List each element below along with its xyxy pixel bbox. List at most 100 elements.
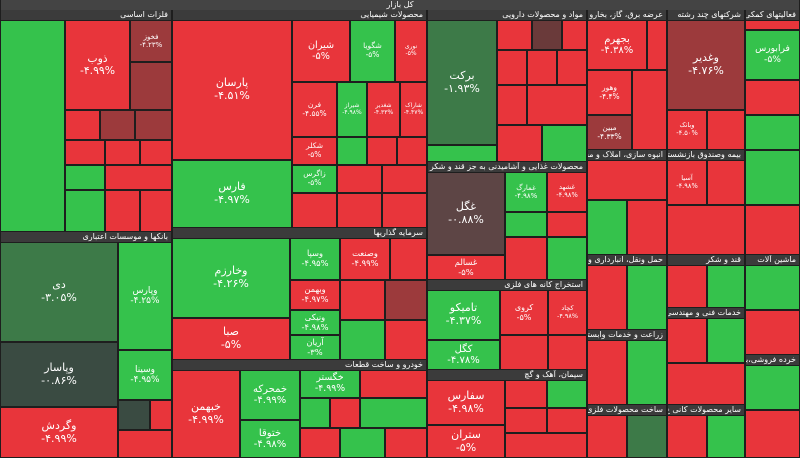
- sector-title: قند و شکر: [667, 255, 745, 265]
- tile: [562, 20, 587, 50]
- stock-change: -۵%: [365, 50, 380, 59]
- tile: [707, 160, 745, 205]
- stock-tile: غشهد -۴.۹۸%: [547, 172, 587, 212]
- stock-change: -۵%: [307, 150, 322, 159]
- stock-tile: ختوقا -۴.۹۸%: [240, 420, 300, 458]
- stock-tile: وصنعت -۴.۹۹%: [340, 238, 390, 280]
- stock-change: -۵%: [764, 54, 781, 65]
- stock-change: -۴.۲۳%: [139, 41, 163, 49]
- stock-symbol: کروی: [514, 303, 534, 313]
- sector-title: خدمات فنی و مهندسی: [667, 308, 745, 318]
- stock-symbol: شیراز: [344, 101, 360, 109]
- tile: [65, 110, 100, 140]
- sector-title: عرضه برق، گاز، بخارو: [587, 10, 667, 20]
- stock-tile: برکت -۱.۹۳%: [427, 20, 497, 145]
- stock-tile: آریان -۳%: [290, 335, 340, 360]
- stock-change: -۴.۳۸%: [600, 45, 634, 56]
- stock-change: -۱.۹۳%: [444, 81, 480, 95]
- tile: [542, 125, 587, 162]
- stock-tile: وبهمن -۴.۹۷%: [290, 280, 340, 310]
- stock-change: -۴.۴%: [599, 91, 620, 101]
- stock-change: -۴.۲۵%: [130, 296, 160, 306]
- stock-symbol: زاگرس: [303, 169, 326, 179]
- stock-tile: دی -۳.۰۵%: [0, 242, 118, 342]
- stock-change: -۴.۹۹%: [41, 431, 77, 445]
- stock-change: -۴.۹۹%: [314, 383, 346, 394]
- stock-symbol: وخارزم: [214, 264, 248, 278]
- tile: [0, 20, 65, 232]
- stock-symbol: فرن: [307, 99, 322, 109]
- stock-tile: ونیکی -۴.۹۸%: [290, 310, 340, 335]
- stock-change: -۴.۹۹%: [253, 395, 287, 406]
- tile: [105, 140, 140, 165]
- tile: [330, 398, 360, 428]
- tile: [587, 160, 667, 200]
- stock-tile: شیراز -۴.۹۸%: [337, 82, 367, 137]
- stock-tile: وبانک -۴.۵۰%: [667, 110, 707, 150]
- stock-symbol: وبهمن: [304, 284, 326, 295]
- stock-tile: خمحرکه -۴.۹۹%: [240, 370, 300, 420]
- sector-title: محصولات غذایی و آشامیدنی به جز قند و شکر: [427, 162, 587, 172]
- sector-title: بانکها و موسسات اعتباری: [0, 232, 172, 242]
- tile: [532, 20, 562, 50]
- stock-tile: وپارس -۴.۲۵%: [118, 242, 172, 350]
- tile: [745, 80, 800, 115]
- tile: [745, 115, 800, 150]
- tile: [140, 190, 172, 232]
- tile: [360, 370, 427, 398]
- stock-tile: خبهمن -۴.۹۹%: [172, 370, 240, 458]
- tile: [385, 280, 427, 320]
- stock-symbol: مبین: [602, 122, 617, 132]
- tile: [707, 265, 745, 308]
- stock-symbol: ستران: [451, 427, 481, 441]
- stock-symbol: برکت: [449, 68, 475, 82]
- sector-title: ساخت محصولات فلزی: [587, 405, 667, 415]
- stock-symbol: وسینا: [134, 364, 156, 375]
- tile: [667, 318, 707, 363]
- stock-change: -۰.۸۶%: [41, 373, 77, 387]
- stock-tile: ذوب -۴.۹۹%: [65, 20, 130, 110]
- stock-change: -۴.۷۸%: [447, 355, 480, 366]
- sector-title: سایر محصولات کانی غ: [667, 405, 745, 415]
- stock-symbol: شاراک: [405, 101, 422, 109]
- stock-symbol: وسپا: [306, 248, 324, 259]
- tile: [745, 265, 800, 310]
- sector-title: سیمان، آهک و گچ: [427, 370, 587, 380]
- stock-tile: سفارس -۴.۹۸%: [427, 380, 505, 425]
- tile: [745, 410, 800, 458]
- tile: [627, 265, 667, 330]
- stock-tile: شغدیر -۴.۳۳%: [367, 82, 400, 137]
- tile: [340, 428, 385, 458]
- sector-title: زراعت و خدمات وابسته: [587, 330, 667, 340]
- tile: [587, 340, 627, 405]
- stock-change: -۴.۹۸%: [448, 401, 484, 415]
- tile: [340, 280, 385, 320]
- stock-symbol: نوری: [404, 43, 418, 51]
- tile: [627, 415, 667, 458]
- stock-change: -۴.۷۶%: [688, 64, 724, 77]
- sector-title: حمل ونقل، انبارداری و: [587, 255, 667, 265]
- tile: [65, 190, 105, 232]
- stock-symbol: آسیا: [681, 173, 693, 182]
- stock-tile: ستران -۵%: [427, 425, 505, 458]
- sector-title: فعالیتهای کمکی به: [745, 10, 800, 20]
- tile: [587, 415, 627, 458]
- stock-symbol: کگل: [454, 343, 473, 355]
- tile: [118, 430, 172, 458]
- tile: [100, 110, 135, 140]
- stock-change: -۵%: [516, 312, 532, 322]
- tile: [360, 398, 427, 428]
- stock-symbol: شیران: [307, 39, 335, 51]
- tile: [497, 50, 527, 85]
- stock-change: -۴.۹۸%: [514, 192, 538, 200]
- tile: [150, 400, 172, 430]
- tile: [505, 212, 547, 237]
- stock-change: -۴.۴۷%: [403, 108, 424, 116]
- stock-change: -۵%: [405, 50, 417, 57]
- tile: [667, 205, 745, 255]
- stock-tile: شکلر -۵%: [292, 137, 337, 165]
- stock-change: -۴.۳۷%: [445, 314, 482, 327]
- stock-symbol: خبهمن: [191, 400, 221, 414]
- stock-symbol: شغدیر: [375, 101, 392, 109]
